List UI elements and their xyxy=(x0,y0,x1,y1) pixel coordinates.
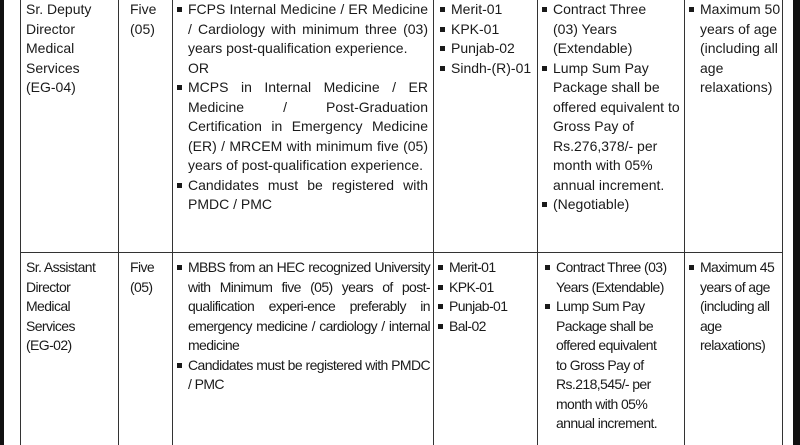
post-line: Medical xyxy=(26,298,71,314)
column-divider xyxy=(782,0,783,445)
terms-cell: Contract Three (03) Years (Extendable) L… xyxy=(543,258,681,434)
qualification-item: Candidates must be registered with PMDC … xyxy=(175,356,431,395)
column-divider xyxy=(433,0,434,445)
terms-item: Lump Sum Pay Package shall be offered eq… xyxy=(543,297,668,434)
quota-item: Bal-02 xyxy=(436,317,534,337)
qualification-item: MBBS from an HEC recognized University w… xyxy=(175,258,431,356)
quota-cell: Merit-01 KPK-01 Punjab-01 Bal-02 xyxy=(436,258,534,336)
column-divider xyxy=(537,0,538,445)
quota-item: Punjab-01 xyxy=(436,297,534,317)
or-label: OR xyxy=(188,59,209,76)
terms-item: Contract Three (03) Years (Extendable) xyxy=(543,258,668,297)
post-line: Director xyxy=(26,20,76,37)
positions-number: (05) xyxy=(130,20,155,37)
post-line: Services xyxy=(26,317,75,334)
post-line: (EG-02) xyxy=(26,337,72,353)
post-line: Services xyxy=(26,59,80,76)
age-cell: Maximum 50 years of age (including all a… xyxy=(687,0,782,98)
post-cell: Sr. Deputy Director Medical Services (EG… xyxy=(26,0,116,98)
terms-item: Contract Three (03) Years (Extendable) xyxy=(540,0,671,59)
column-divider xyxy=(20,0,21,445)
quota-item: Punjab-02 xyxy=(438,39,536,59)
qualification-cell: MBBS from an HEC recognized University w… xyxy=(175,258,431,395)
positions-count: Five xyxy=(130,259,155,275)
post-line: (EG-04) xyxy=(26,79,76,95)
age-cell: Maximum 45 years of age (including all a… xyxy=(687,258,781,356)
terms-cell: Contract Three (03) Years (Extendable) L… xyxy=(540,0,682,215)
post-line: Sr. Deputy xyxy=(26,1,92,17)
column-divider xyxy=(118,0,119,445)
positions-count: Five xyxy=(130,1,157,17)
quota-item: Sindh-(R)-01 xyxy=(438,59,536,79)
table-frame-right xyxy=(793,0,800,445)
quota-item: KPK-01 xyxy=(438,20,536,40)
column-divider xyxy=(172,0,173,445)
quota-item: Merit-01 xyxy=(436,258,534,278)
qualification-item: MCPS in Internal Medicine / ER Medicine … xyxy=(175,78,428,176)
quota-item: KPK-01 xyxy=(436,278,534,298)
row-divider xyxy=(20,252,783,253)
quota-cell: Merit-01 KPK-01 Punjab-02 Sindh-(R)-01 xyxy=(438,0,536,78)
age-limit: Maximum 50 years of age (including all a… xyxy=(687,0,782,98)
post-line: Director xyxy=(26,278,71,295)
qualification-item: Candidates must be registered with PMDC … xyxy=(175,176,428,215)
qualification-cell: FCPS Internal Medicine / ER Medicine / C… xyxy=(175,0,428,215)
positions-cell: Five (05) xyxy=(130,0,170,39)
column-divider xyxy=(684,0,685,445)
post-cell: Sr. Assistant Director Medical Services … xyxy=(26,258,118,356)
qualification-item: FCPS Internal Medicine / ER Medicine / C… xyxy=(175,0,428,59)
terms-item: Lump Sum Pay Package shall be offered eq… xyxy=(540,59,682,196)
post-line: Medical xyxy=(26,40,75,56)
post-line: Sr. Assistant xyxy=(26,259,96,275)
positions-cell: Five (05) xyxy=(130,258,170,297)
table-frame-left xyxy=(0,0,4,445)
positions-number: (05) xyxy=(130,278,153,295)
quota-item: Merit-01 xyxy=(438,0,536,20)
terms-item: (Negotiable) xyxy=(540,195,682,215)
age-limit: Maximum 45 years of age (including all a… xyxy=(687,258,781,356)
